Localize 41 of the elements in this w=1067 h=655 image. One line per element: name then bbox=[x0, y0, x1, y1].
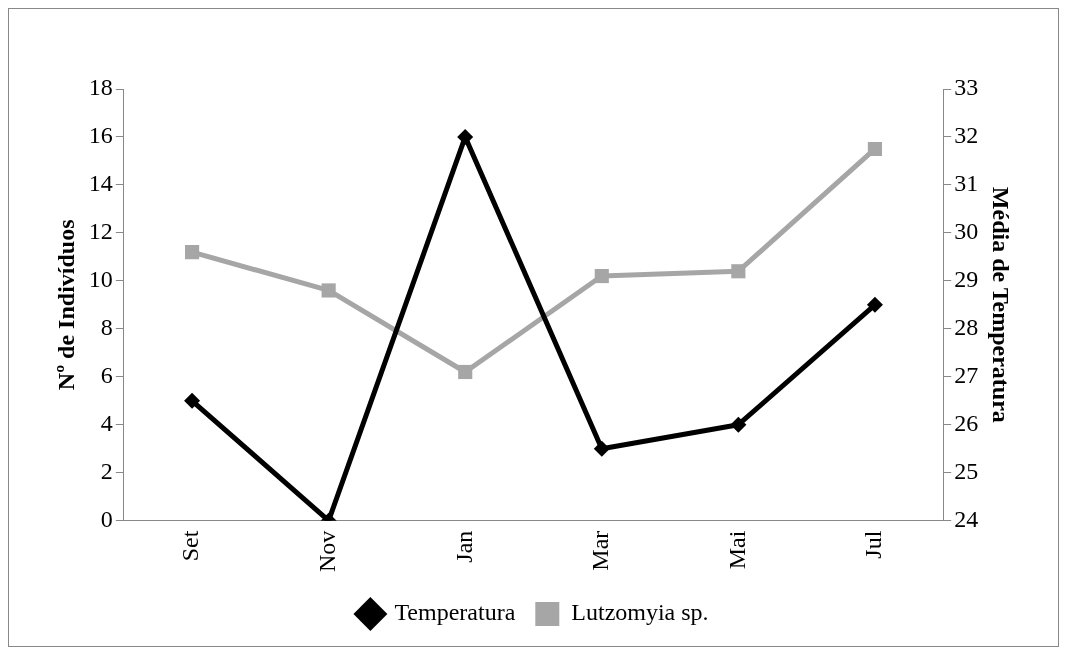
point bbox=[730, 416, 747, 433]
point bbox=[457, 128, 474, 145]
y2-tick-label: 27 bbox=[954, 362, 979, 389]
y-tick-label: 2 bbox=[100, 458, 113, 484]
y2-tick-label: 24 bbox=[954, 505, 979, 532]
x-tick-label: Nov bbox=[313, 530, 340, 573]
y2-tick-label: 31 bbox=[954, 170, 979, 197]
point bbox=[185, 245, 200, 260]
point bbox=[184, 392, 201, 409]
y-tick-label: 4 bbox=[100, 410, 113, 437]
point bbox=[866, 296, 883, 313]
y2-tick-label: 29 bbox=[954, 266, 979, 293]
legend-label: Temperatura bbox=[394, 599, 516, 626]
y-tick-label: 8 bbox=[100, 314, 113, 341]
y-tick-label: 16 bbox=[88, 122, 113, 149]
y-tick-label: 0 bbox=[100, 505, 113, 532]
point bbox=[594, 268, 609, 284]
point bbox=[458, 364, 473, 380]
x-tick-label: Jan bbox=[450, 530, 477, 563]
y2-tick-label: 25 bbox=[954, 458, 979, 484]
x-tick-label: Set bbox=[177, 530, 204, 562]
x-tick-label: Jul bbox=[860, 530, 887, 559]
y2-tick-label: 32 bbox=[954, 122, 979, 149]
x-tick-label: Mai bbox=[723, 530, 750, 570]
y-tick-label: 12 bbox=[88, 218, 113, 245]
y2-axis-title: Média de Temperatura bbox=[988, 186, 1015, 423]
y2-tick-label: 28 bbox=[954, 314, 979, 341]
legend-label: Lutzomyia sp. bbox=[571, 599, 709, 626]
point bbox=[731, 264, 746, 279]
point bbox=[867, 141, 882, 157]
y2-tick-label: 26 bbox=[954, 410, 979, 437]
y2-tick-label: 30 bbox=[954, 218, 979, 245]
y-axis-title: Nº de Indivíduos bbox=[52, 219, 79, 391]
y2-tick-label: 33 bbox=[954, 74, 979, 101]
point bbox=[321, 283, 336, 298]
y-tick-label: 14 bbox=[88, 170, 113, 197]
y-tick-label: 10 bbox=[88, 266, 113, 293]
point bbox=[593, 440, 610, 457]
x-tick-label: Mar bbox=[587, 530, 614, 571]
y-tick-label: 6 bbox=[100, 362, 113, 389]
y-tick-label: 18 bbox=[88, 74, 113, 101]
